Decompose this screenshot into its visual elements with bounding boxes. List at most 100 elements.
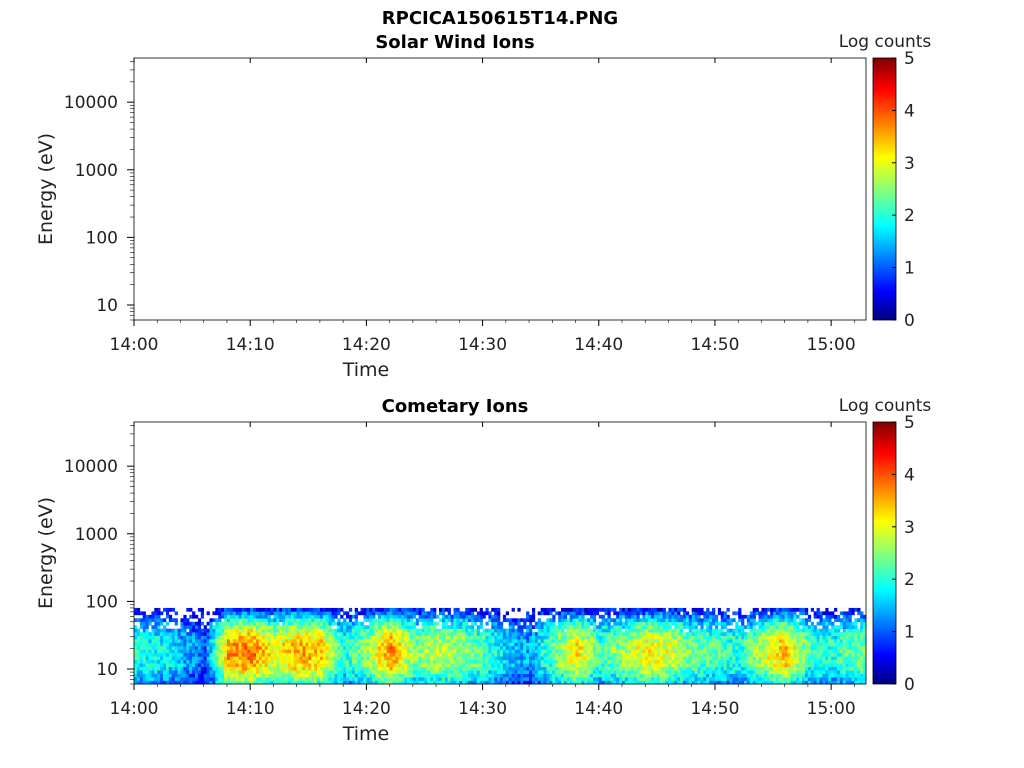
heatmap-cell	[238, 649, 242, 654]
heatmap-cell	[633, 645, 637, 650]
heatmap-cell	[244, 614, 248, 619]
heatmap-cell	[337, 625, 341, 629]
heatmap-cell	[470, 663, 475, 668]
heatmap-cell	[778, 673, 783, 678]
heatmap-cell	[680, 618, 684, 623]
heatmap-cell	[444, 659, 449, 664]
heatmap-cell	[520, 635, 524, 640]
heatmap-cell	[810, 670, 815, 674]
heatmap-cell	[680, 680, 684, 685]
heatmap-cell	[209, 659, 213, 664]
heatmap-cell	[380, 666, 385, 671]
heatmap-cell	[726, 645, 730, 650]
heatmap-cell	[781, 607, 785, 612]
heatmap-cell	[482, 645, 486, 650]
heatmap-cell	[703, 649, 707, 654]
heatmap-cell	[253, 642, 257, 647]
heatmap-cell	[398, 611, 402, 616]
heatmap-cell	[171, 673, 175, 678]
heatmap-cell	[543, 611, 547, 616]
heatmap-cell	[601, 635, 605, 640]
heatmap-cell	[607, 666, 611, 671]
heatmap-cell	[758, 680, 762, 685]
heatmap-cell	[290, 656, 295, 661]
heatmap-cell	[726, 663, 730, 668]
heatmap-cell	[502, 645, 507, 650]
heatmap-cell	[154, 639, 158, 643]
heatmap-cell	[293, 649, 297, 654]
heatmap-cell	[340, 614, 344, 619]
heatmap-cell	[197, 635, 202, 640]
heatmap-cell	[726, 677, 730, 681]
heatmap-cell	[799, 635, 803, 640]
heatmap-cell	[372, 632, 376, 636]
heatmap-cell	[590, 677, 594, 681]
heatmap-cell	[322, 618, 327, 623]
heatmap-cell	[369, 607, 373, 612]
heatmap-cell	[229, 642, 234, 647]
heatmap-cell	[697, 652, 701, 657]
heatmap-cell	[241, 656, 245, 661]
heatmap-cell	[549, 632, 553, 636]
x-tick-label: 14:30	[458, 335, 507, 355]
heatmap-cell	[174, 677, 178, 681]
heatmap-cell	[755, 607, 759, 612]
heatmap-cell	[427, 670, 431, 674]
heatmap-cell	[714, 639, 719, 643]
heatmap-cell	[444, 677, 449, 681]
heatmap-cell	[671, 680, 675, 685]
heatmap-cell	[168, 680, 173, 685]
heatmap-cell	[441, 649, 446, 654]
heatmap-cell	[439, 670, 443, 674]
heatmap-cell	[244, 611, 248, 616]
heatmap-cell	[145, 666, 149, 671]
heatmap-cell	[331, 666, 335, 671]
heatmap-cell	[482, 649, 486, 654]
heatmap-cell	[157, 663, 161, 668]
heatmap-cell	[444, 652, 449, 657]
heatmap-cell	[505, 639, 510, 643]
heatmap-cell	[796, 680, 800, 685]
heatmap-cell	[683, 656, 687, 661]
heatmap-cell	[468, 652, 472, 657]
heatmap-cell	[308, 635, 312, 640]
heatmap-cell	[633, 680, 637, 685]
heatmap-cell	[218, 625, 222, 629]
heatmap-cell	[430, 639, 434, 643]
heatmap-cell	[537, 645, 541, 650]
heatmap-cell	[653, 652, 658, 657]
heatmap-cell	[456, 659, 460, 664]
heatmap-cell	[276, 621, 280, 626]
heatmap-cell	[322, 652, 327, 657]
heatmap-cell	[134, 663, 138, 668]
heatmap-cell	[575, 659, 579, 664]
heatmap-cell	[157, 632, 161, 636]
heatmap-cell	[511, 663, 515, 668]
heatmap-cell	[189, 621, 193, 626]
heatmap-cell	[264, 663, 268, 668]
heatmap-cell	[700, 639, 704, 643]
heatmap-cell	[659, 659, 663, 664]
heatmap-cell	[209, 677, 213, 681]
heatmap-cell	[165, 635, 170, 640]
heatmap-cell	[566, 628, 571, 633]
heatmap-cell	[256, 625, 260, 629]
heatmap-cell	[636, 639, 640, 643]
heatmap-cell	[285, 677, 289, 681]
heatmap-cell	[177, 642, 181, 647]
heatmap-cell	[163, 652, 167, 657]
heatmap-cell	[677, 670, 681, 674]
heatmap-cell	[592, 618, 597, 623]
heatmap-cell	[514, 656, 518, 661]
heatmap-cell	[558, 639, 562, 643]
heatmap-cell	[752, 652, 756, 657]
heatmap-cell	[180, 625, 184, 629]
heatmap-cell	[569, 645, 573, 650]
heatmap-cell	[302, 628, 306, 633]
heatmap-cell	[805, 607, 809, 612]
heatmap-cell	[732, 618, 736, 623]
heatmap-cell	[717, 666, 722, 671]
heatmap-cell	[139, 659, 144, 664]
heatmap-cell	[775, 649, 780, 654]
heatmap-cell	[714, 618, 719, 623]
